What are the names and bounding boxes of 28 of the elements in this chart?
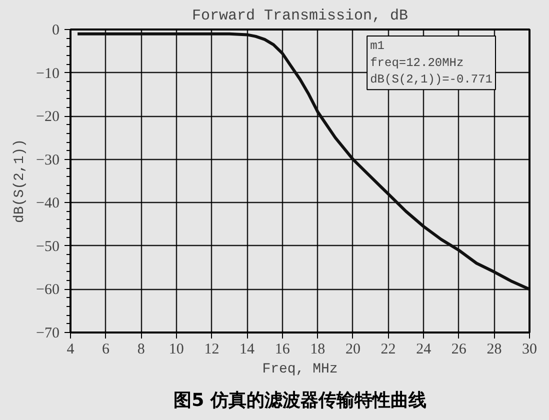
y-tick-label: 0 — [52, 22, 60, 38]
x-tick-label: 30 — [522, 342, 537, 358]
y-tick-label: −50 — [36, 238, 60, 255]
x-tick-label: 24 — [416, 342, 432, 358]
x-tick-label: 28 — [486, 342, 502, 358]
x-tick-label: 4 — [66, 342, 75, 358]
x-tick-label: 8 — [137, 342, 145, 358]
line-series — [76, 32, 530, 291]
y-tick-label: −70 — [36, 326, 60, 342]
x-tick-label: 26 — [451, 342, 467, 358]
annotation: m1 freq=12.20MHz dB(S(2,1))=-0.771 — [370, 38, 493, 87]
x-tick-label: 18 — [310, 342, 326, 358]
y-tick-label: −60 — [36, 282, 60, 298]
y-tick-label: −20 — [36, 109, 60, 126]
y-axis-title: dB(S(2,1)) — [12, 138, 28, 224]
x-tick-label: 10 — [168, 342, 184, 358]
y-tick-label: −40 — [36, 196, 60, 212]
x-tick-label: 6 — [102, 342, 110, 358]
x-tick-label: 22 — [380, 342, 396, 358]
chart-title: Forward Transmission, dB — [192, 8, 408, 24]
x-tick-label: 20 — [345, 342, 360, 358]
x-tick-label: 14 — [240, 342, 256, 358]
y-tick-label: −30 — [36, 152, 60, 168]
y-tick-label: −10 — [36, 66, 60, 82]
x-axis-title: Freq, MHz — [262, 362, 338, 378]
x-tick-label: 16 — [274, 342, 290, 358]
x-tick-label: 12 — [204, 342, 220, 358]
caption: 图5 仿真的滤波器传输特性曲线 — [174, 390, 426, 411]
